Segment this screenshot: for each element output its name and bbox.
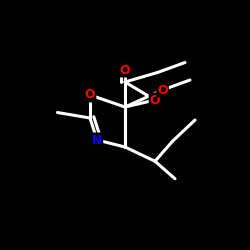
Text: N: N [92,134,102,146]
Text: O: O [157,84,168,96]
Text: O: O [150,94,160,106]
Text: O: O [120,64,130,76]
Text: O: O [85,88,95,102]
